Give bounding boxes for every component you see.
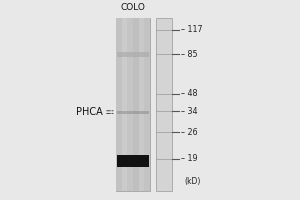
Bar [133,18,139,191]
Bar [139,18,144,191]
Bar [117,52,149,57]
Text: – 26: – 26 [181,128,198,137]
Text: – 19: – 19 [181,154,198,163]
Bar [122,18,127,191]
Text: COLO: COLO [121,3,145,12]
Text: – 48: – 48 [181,89,198,98]
Text: – 85: – 85 [181,50,198,59]
Bar [144,18,150,191]
Text: – 34: – 34 [181,107,198,116]
Text: (kD): (kD) [184,177,201,186]
Bar [117,155,149,167]
Bar [116,18,150,191]
Bar [116,18,122,191]
Bar [117,111,149,114]
Bar [127,18,133,191]
Text: – 117: – 117 [181,25,203,34]
Bar [156,18,172,191]
Text: PHCA: PHCA [76,107,102,117]
